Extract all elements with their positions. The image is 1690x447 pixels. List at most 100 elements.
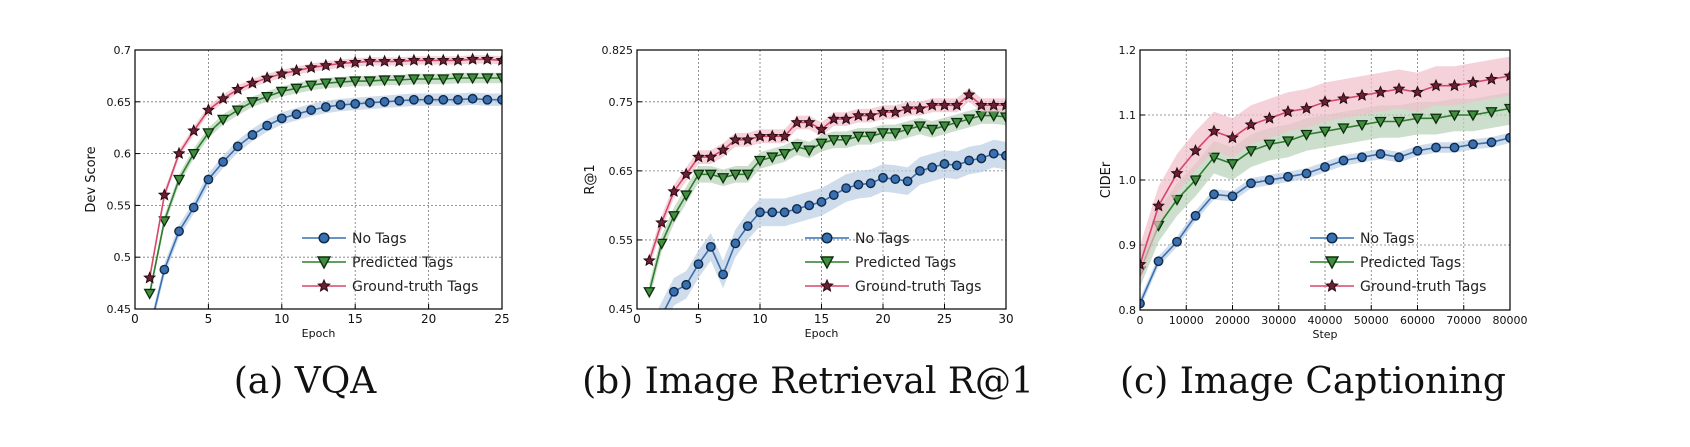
y-axis-label: CIDEr xyxy=(1099,161,1114,198)
legend-marker xyxy=(821,232,833,244)
data-point xyxy=(790,115,804,129)
x-tick-label: 10000 xyxy=(1169,314,1204,327)
x-tick-label: 60000 xyxy=(1400,314,1435,327)
series-band xyxy=(153,92,502,309)
series-band xyxy=(649,88,1006,268)
data-point xyxy=(393,75,406,87)
x-tick-label: 0 xyxy=(633,312,641,326)
y-tick-label: 0.9 xyxy=(1119,239,1137,252)
data-point xyxy=(1189,144,1202,157)
data-point xyxy=(275,86,288,98)
data-point xyxy=(704,150,718,163)
legend-marker xyxy=(317,278,331,292)
y-tick-label: 0.5 xyxy=(114,251,132,264)
data-point xyxy=(334,77,347,89)
x-tick-label: 30000 xyxy=(1261,314,1296,327)
data-point xyxy=(1337,91,1350,105)
y-tick-label: 0.825 xyxy=(602,44,634,57)
data-point xyxy=(753,129,767,142)
data-point xyxy=(1466,75,1480,88)
data-point xyxy=(730,238,741,249)
data-point xyxy=(422,74,435,86)
data-point xyxy=(1170,166,1184,179)
y-tick-label: 0.65 xyxy=(107,96,132,109)
legend-label: Predicted Tags xyxy=(352,255,453,271)
data-point xyxy=(232,141,243,152)
plot-area xyxy=(1140,56,1510,309)
data-point xyxy=(174,226,184,237)
data-point xyxy=(765,129,779,142)
y-tick-label: 0.45 xyxy=(609,303,634,316)
legend-marker xyxy=(819,256,835,270)
legend: No Tags Predicted Tags Ground-truth Tags xyxy=(1310,231,1486,295)
data-point xyxy=(864,131,877,143)
data-point xyxy=(1281,136,1295,148)
data-point xyxy=(915,165,925,176)
data-point xyxy=(409,94,419,105)
data-point xyxy=(1246,178,1256,189)
data-point xyxy=(1172,236,1182,247)
data-point xyxy=(741,169,754,181)
y-tick-label: 0.55 xyxy=(107,199,132,212)
x-tick-label: 25 xyxy=(937,312,952,326)
x-tick-label: 10 xyxy=(274,312,289,326)
plot-frame xyxy=(1139,49,1511,311)
data-point xyxy=(290,83,303,95)
data-point xyxy=(261,91,274,103)
data-point xyxy=(962,88,976,101)
data-point xyxy=(680,190,693,202)
data-point xyxy=(201,103,215,116)
data-point xyxy=(1468,139,1478,150)
data-point xyxy=(1392,116,1406,128)
plot-frame xyxy=(636,49,1007,310)
plot-area xyxy=(642,88,1006,320)
data-point xyxy=(1226,159,1239,171)
legend-label: Predicted Tags xyxy=(855,255,956,271)
y-tick-label: 0.45 xyxy=(107,303,132,316)
figure-caption: (b) Image Retrieval R@1 xyxy=(582,361,1034,402)
data-point xyxy=(766,152,779,164)
legend-label: Ground-truth Tags xyxy=(1360,279,1486,295)
x-tick-label: 10 xyxy=(752,312,767,326)
data-point xyxy=(964,155,974,166)
x-axis-label: Step xyxy=(1312,328,1337,341)
legend-label: No Tags xyxy=(1360,231,1414,247)
data-point xyxy=(839,112,853,125)
data-point xyxy=(716,173,730,185)
x-tick-label: 20 xyxy=(421,312,436,326)
x-tick-label: 50000 xyxy=(1354,314,1389,327)
y-tick-label: 0.6 xyxy=(114,148,132,161)
data-point xyxy=(853,179,864,190)
data-point xyxy=(319,58,333,72)
data-point xyxy=(275,67,289,80)
x-tick-label: 70000 xyxy=(1446,314,1481,327)
data-point xyxy=(1411,85,1424,98)
data-point xyxy=(1320,162,1330,172)
data-point xyxy=(1505,132,1510,143)
data-point xyxy=(815,122,828,135)
data-point xyxy=(1429,113,1443,125)
data-point xyxy=(890,174,901,185)
data-point xyxy=(657,312,665,320)
data-point xyxy=(987,98,1001,111)
data-point xyxy=(291,109,302,120)
data-point xyxy=(363,76,376,88)
data-point xyxy=(779,207,790,218)
x-tick-label: 20000 xyxy=(1215,314,1250,327)
data-point xyxy=(876,105,890,118)
data-point xyxy=(803,145,816,157)
series-line xyxy=(148,58,502,279)
data-point xyxy=(218,156,228,167)
data-point xyxy=(202,128,215,140)
data-point xyxy=(348,55,362,68)
data-point xyxy=(1264,175,1275,185)
data-point xyxy=(260,71,274,84)
data-point xyxy=(815,138,828,150)
data-point xyxy=(841,183,851,194)
data-point xyxy=(1412,145,1423,156)
data-point xyxy=(1374,116,1387,128)
x-tick-label: 0 xyxy=(1137,314,1144,327)
data-point xyxy=(1485,72,1498,85)
data-point xyxy=(143,288,156,300)
data-point xyxy=(363,54,377,67)
